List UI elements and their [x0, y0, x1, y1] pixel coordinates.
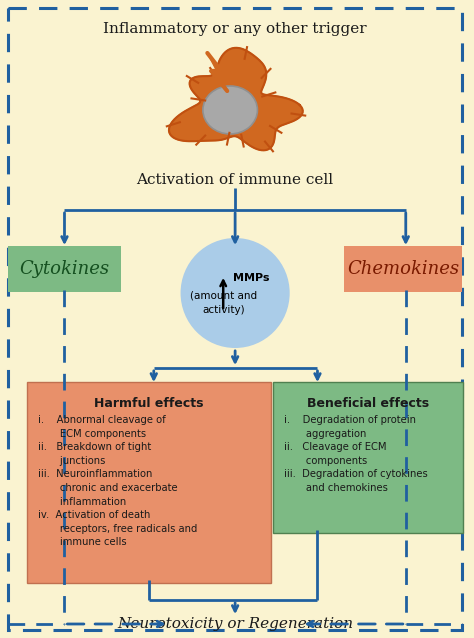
- Circle shape: [181, 238, 290, 348]
- FancyBboxPatch shape: [27, 382, 271, 583]
- Text: Beneficial effects: Beneficial effects: [307, 397, 429, 410]
- Text: i.    Degradation of protein
       aggregation
ii.   Cleavage of ECM
       com: i. Degradation of protein aggregation ii…: [284, 415, 428, 493]
- Ellipse shape: [203, 86, 257, 134]
- Polygon shape: [207, 53, 227, 91]
- Text: Cytokines: Cytokines: [19, 260, 109, 278]
- Text: activity): activity): [202, 305, 245, 315]
- Text: i.    Abnormal cleavage of
       ECM components
ii.   Breakdown of tight
      : i. Abnormal cleavage of ECM components i…: [38, 415, 197, 547]
- Text: (amount and: (amount and: [190, 291, 257, 301]
- FancyBboxPatch shape: [273, 382, 463, 533]
- Text: MMPs: MMPs: [233, 273, 270, 283]
- Polygon shape: [169, 48, 303, 151]
- Text: Neurotoxicity or Regeneration: Neurotoxicity or Regeneration: [117, 617, 353, 631]
- Text: Harmful effects: Harmful effects: [94, 397, 203, 410]
- Text: Chemokines: Chemokines: [347, 260, 459, 278]
- FancyBboxPatch shape: [344, 246, 462, 292]
- Text: Inflammatory or any other trigger: Inflammatory or any other trigger: [103, 22, 367, 36]
- FancyBboxPatch shape: [8, 246, 121, 292]
- Text: Activation of immune cell: Activation of immune cell: [137, 173, 334, 187]
